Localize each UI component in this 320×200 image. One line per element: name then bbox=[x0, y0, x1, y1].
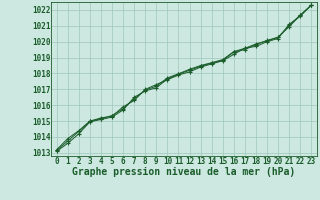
X-axis label: Graphe pression niveau de la mer (hPa): Graphe pression niveau de la mer (hPa) bbox=[72, 167, 296, 177]
